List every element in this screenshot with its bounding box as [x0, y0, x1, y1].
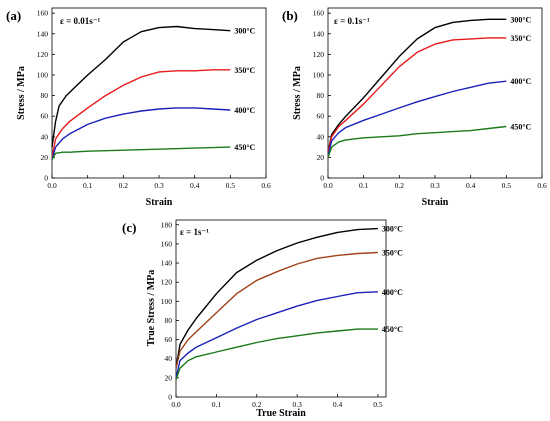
- panel-a-lines: 300°C 350°C 400°C 450°C: [51, 25, 256, 160]
- y-tick-label: 0: [168, 393, 172, 402]
- panel-a-yticks: 0 20 40 60 80 100 120 140 160: [37, 9, 55, 183]
- panel-c-x-axis-label: True Strain: [256, 408, 306, 419]
- y-tick-label: 60: [41, 112, 49, 121]
- panel-c-y-axis-label: True Stress / MPa: [146, 270, 157, 347]
- panel-a-x-axis-label: Strain: [146, 197, 173, 208]
- series-label: 400°C: [234, 106, 255, 115]
- panel-b-x-axis-label: Strain: [422, 197, 449, 208]
- y-tick-label: 80: [317, 91, 325, 100]
- series-label: 450°C: [382, 325, 403, 334]
- y-tick-label: 100: [161, 297, 173, 306]
- panel-a-rate-label: ε = 0.01s⁻¹: [60, 16, 100, 26]
- series-line-400c: [51, 107, 231, 160]
- x-tick-label: 0.2: [395, 181, 405, 190]
- series-line-450c: [327, 125, 507, 158]
- series-label: 450°C: [234, 143, 255, 152]
- series-label: 400°C: [382, 288, 403, 297]
- x-tick-label: 0.0: [171, 400, 181, 409]
- x-tick-label: 0.5: [502, 181, 512, 190]
- panel-c-lines: 300°C 350°C 400°C 450°C: [175, 225, 403, 381]
- x-tick-label: 0.2: [119, 181, 129, 190]
- y-tick-label: 140: [37, 29, 49, 38]
- x-tick-label: 0.6: [537, 181, 547, 190]
- series-label: 400°C: [510, 77, 531, 86]
- y-tick-label: 40: [165, 354, 173, 363]
- x-tick-label: 0.4: [466, 181, 476, 190]
- series-line-400c: [327, 80, 507, 156]
- panel-c: (c) ε = 1s⁻¹ 0.0 0.1 0.2 0.3 0.4 0.5 0 20 40 60 8…: [122, 219, 403, 419]
- y-tick-label: 160: [313, 9, 325, 18]
- series-line-450c: [51, 146, 231, 160]
- panel-c-yticks: 0 20 40 60 80 100 120 140 160 180: [161, 220, 179, 402]
- y-tick-label: 20: [165, 373, 173, 382]
- panel-b-lines: 300°C 350°C 400°C 450°C: [327, 15, 532, 158]
- y-tick-label: 140: [313, 29, 325, 38]
- series-line-350c: [175, 251, 378, 369]
- y-tick-label: 60: [165, 335, 173, 344]
- x-tick-label: 0.3: [154, 181, 164, 190]
- panel-a-xticks: 0.0 0.1 0.2 0.3 0.4 0.5 0.6: [47, 175, 271, 190]
- series-line-350c: [51, 69, 231, 158]
- x-tick-label: 0.5: [226, 181, 236, 190]
- x-tick-label: 0.3: [292, 400, 302, 409]
- y-tick-label: 120: [161, 278, 173, 287]
- series-label: 300°C: [382, 225, 403, 234]
- y-tick-label: 60: [317, 112, 325, 121]
- x-tick-label: 0.4: [333, 400, 343, 409]
- y-tick-label: 160: [37, 9, 49, 18]
- y-tick-label: 160: [161, 239, 173, 248]
- x-tick-label: 0.5: [373, 400, 383, 409]
- x-tick-label: 0.3: [430, 181, 440, 190]
- x-tick-label: 0.4: [190, 181, 200, 190]
- y-tick-label: 120: [37, 50, 49, 59]
- x-tick-label: 0.0: [323, 181, 333, 190]
- series-label: 350°C: [382, 249, 403, 258]
- series-label: 350°C: [234, 66, 255, 75]
- y-tick-label: 80: [165, 316, 173, 325]
- series-label: 300°C: [510, 15, 531, 24]
- panel-c-frame: [175, 219, 387, 398]
- panel-a-y-axis-label: Stress / MPa: [16, 66, 27, 120]
- y-tick-label: 140: [161, 259, 173, 268]
- series-line-400c: [175, 291, 378, 379]
- y-tick-label: 40: [41, 132, 49, 141]
- series-line-450c: [175, 328, 378, 381]
- panel-b-yticks: 0 20 40 60 80 100 120 140 160: [313, 9, 331, 183]
- y-tick-label: 80: [41, 91, 49, 100]
- panel-c-label: (c): [122, 220, 136, 235]
- panel-b-xticks: 0.0 0.1 0.2 0.3 0.4 0.5 0.6: [323, 175, 547, 190]
- x-tick-label: 0.2: [252, 400, 262, 409]
- x-tick-label: 0.0: [47, 181, 57, 190]
- panel-b-label: (b): [282, 8, 298, 23]
- y-tick-label: 20: [317, 153, 325, 162]
- series-label: 450°C: [510, 122, 531, 131]
- panel-b: (b) ε = 0.1s⁻¹ 0.0 0.1 0.2 0.3 0.4 0.5 0.6 0 20…: [282, 7, 547, 208]
- y-tick-label: 0: [44, 174, 48, 183]
- panel-b-y-axis-label: Stress / MPa: [292, 66, 303, 120]
- series-label: 300°C: [234, 27, 255, 36]
- y-tick-label: 20: [41, 153, 49, 162]
- panel-a-label: (a): [6, 8, 21, 23]
- x-tick-label: 0.6: [261, 181, 271, 190]
- panel-a: (a) ε = 0.01s⁻¹ 0.0 0.1 0.2 0.3 0.4 0.5 0.6 0 2…: [6, 7, 271, 208]
- panel-c-xticks: 0.0 0.1 0.2 0.3 0.4 0.5: [171, 394, 383, 409]
- x-tick-label: 0.1: [83, 181, 93, 190]
- y-tick-label: 100: [37, 70, 49, 79]
- y-tick-label: 0: [320, 174, 324, 183]
- series-line-300c: [51, 25, 231, 148]
- series-line-300c: [327, 18, 507, 153]
- y-tick-label: 100: [313, 70, 325, 79]
- series-label: 350°C: [510, 34, 531, 43]
- series-line-350c: [327, 37, 507, 153]
- panel-c-rate-label: ε = 1s⁻¹: [180, 227, 209, 237]
- x-tick-label: 0.1: [359, 181, 369, 190]
- y-tick-label: 40: [317, 132, 325, 141]
- series-line-300c: [175, 227, 378, 369]
- panel-b-rate-label: ε = 0.1s⁻¹: [334, 16, 370, 26]
- x-tick-label: 0.1: [212, 400, 222, 409]
- y-tick-label: 180: [161, 220, 173, 229]
- y-tick-label: 120: [313, 50, 325, 59]
